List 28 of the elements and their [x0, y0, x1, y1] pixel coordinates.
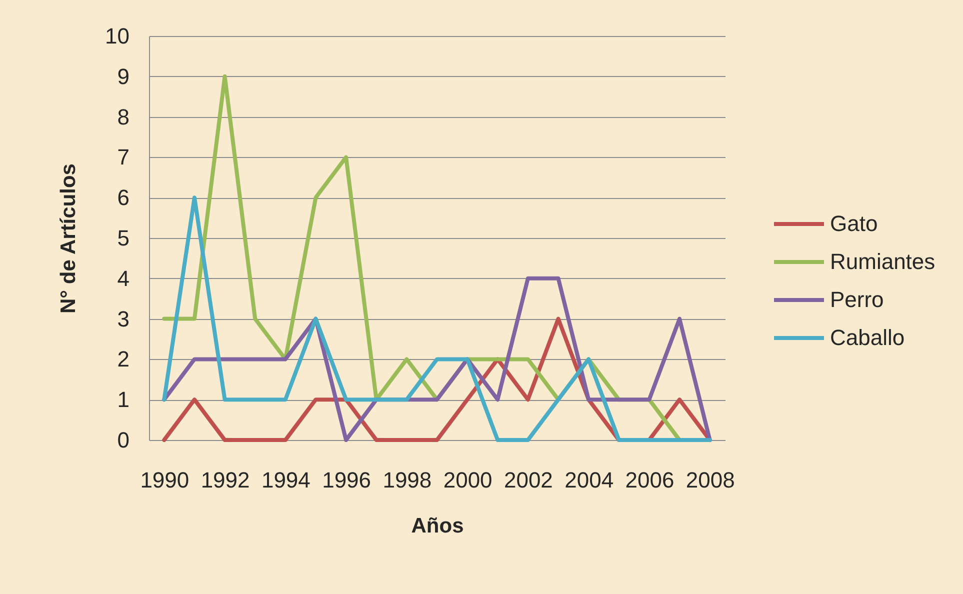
- legend-label: Rumiantes: [830, 249, 936, 274]
- x-tick-label: 1990: [140, 468, 190, 492]
- y-tick-label: 6: [117, 185, 130, 210]
- legend-label: Caballo: [830, 325, 905, 350]
- x-axis-title: Años: [411, 514, 464, 538]
- x-tick-label: 2004: [564, 468, 614, 492]
- y-tick-label: 10: [105, 24, 130, 48]
- y-tick-label: 5: [117, 226, 130, 250]
- x-tick-label: 2002: [504, 468, 553, 492]
- y-tick-label: 8: [117, 104, 130, 130]
- x-tick-label: 1996: [322, 468, 372, 492]
- x-tick-label: 1998: [382, 468, 432, 492]
- y-axis-title: N° de Artículos: [57, 164, 80, 314]
- x-tick-label: 2006: [625, 468, 674, 492]
- legend-label: Gato: [830, 211, 878, 236]
- y-tick-label: 0: [117, 428, 130, 452]
- x-tick-label: 2000: [443, 468, 492, 492]
- y-tick-label: 2: [117, 346, 130, 372]
- line-series: [162, 196, 712, 442]
- x-tick-label: 2008: [686, 468, 735, 492]
- y-tick-label: 9: [117, 64, 130, 89]
- x-tick-label: 1992: [200, 468, 250, 492]
- y-tick-label: 7: [117, 144, 130, 170]
- y-tick-label: 4: [117, 266, 130, 291]
- x-tick-label: 1994: [261, 468, 310, 492]
- y-tick-label: 1: [117, 387, 130, 412]
- y-tick-label: 3: [117, 306, 130, 332]
- legend-label: Perro: [830, 287, 884, 312]
